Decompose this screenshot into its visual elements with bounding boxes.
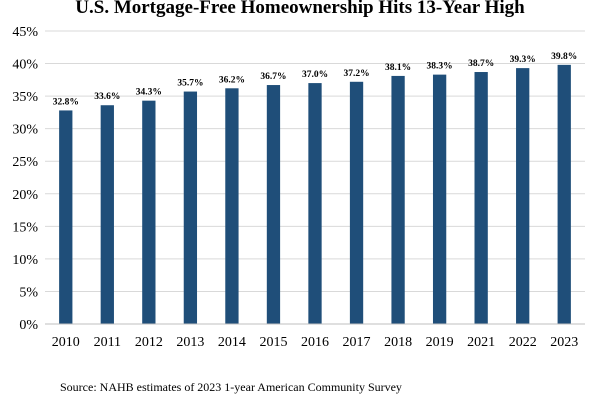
x-tick-label: 2015	[259, 335, 287, 350]
bar	[432, 74, 447, 324]
data-label: 34.3%	[136, 88, 162, 98]
data-label: 33.6%	[94, 92, 120, 102]
y-tick-label: 30%	[12, 123, 38, 138]
y-tick-label: 10%	[12, 253, 38, 268]
bar	[183, 91, 198, 324]
y-tick-label: 5%	[19, 285, 38, 300]
x-tick-label: 2013	[176, 335, 204, 350]
data-labels: 32.8% 33.6% 34.3% 35.7% 36.2% 36.7% 37.0% 37.2%…	[53, 52, 578, 108]
y-axis-ticks: 0% 5% 10% 15% 20% 25% 30% 35% 40% 45%	[12, 25, 38, 333]
y-tick-label: 15%	[12, 220, 38, 235]
y-tick-label: 35%	[12, 90, 38, 105]
bar	[349, 81, 364, 324]
bar	[308, 83, 322, 324]
data-label: 35.7%	[177, 79, 203, 89]
data-label: 36.2%	[219, 75, 245, 85]
x-tick-label: 2023	[550, 335, 578, 350]
x-tick-label: 2012	[135, 335, 163, 350]
x-tick-label: 2021	[467, 335, 495, 350]
x-tick-label: 2014	[218, 335, 246, 350]
x-tick-label: 2010	[52, 335, 80, 350]
y-tick-label: 0%	[19, 318, 38, 333]
data-label: 37.2%	[343, 69, 369, 79]
bars	[59, 64, 571, 325]
x-tick-label: 2022	[509, 335, 537, 350]
x-tick-label: 2011	[94, 335, 121, 350]
x-tick-label: 2016	[301, 335, 329, 350]
y-tick-label: 40%	[12, 58, 38, 73]
data-label: 38.1%	[385, 63, 411, 73]
bar	[59, 110, 73, 325]
y-tick-label: 45%	[12, 25, 38, 40]
y-tick-label: 20%	[12, 188, 38, 203]
data-label: 36.7%	[260, 72, 286, 82]
bar	[225, 88, 239, 324]
chart-title: U.S. Mortgage-Free Homeownership Hits 13…	[75, 0, 525, 18]
source-note: Source: NAHB estimates of 2023 1-year Am…	[60, 380, 402, 394]
y-tick-label: 25%	[12, 155, 38, 170]
bar	[474, 72, 488, 325]
x-tick-label: 2018	[384, 335, 412, 350]
data-label: 39.8%	[551, 52, 577, 62]
bar	[142, 100, 156, 325]
bar	[391, 75, 405, 324]
bar	[516, 68, 530, 324]
data-label: 37.0%	[302, 70, 328, 80]
bar	[266, 85, 281, 324]
bar	[557, 64, 571, 324]
data-label: 38.7%	[468, 59, 494, 69]
data-label: 39.3%	[510, 55, 536, 65]
data-label: 32.8%	[53, 97, 79, 107]
data-label: 38.3%	[427, 62, 453, 72]
bar	[100, 105, 114, 324]
x-axis-ticks: 2010 2011 2012 2013 2014 2015 2016 2017 2018 2019…	[52, 335, 578, 350]
x-tick-label: 2019	[426, 335, 454, 350]
x-tick-label: 2017	[343, 335, 371, 350]
